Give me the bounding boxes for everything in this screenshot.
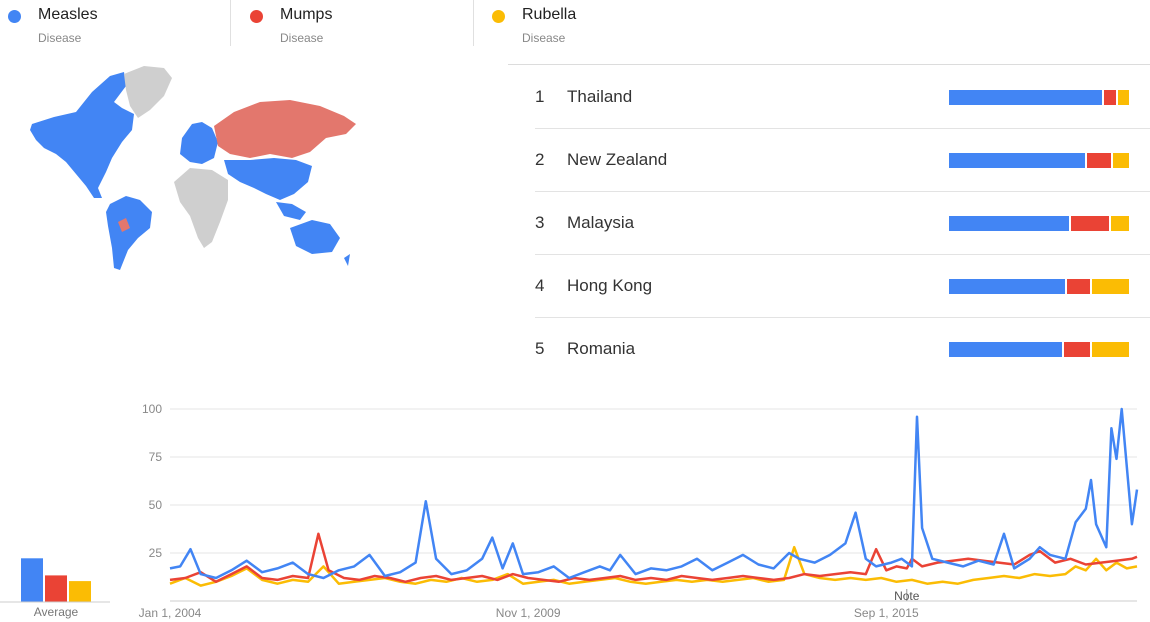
x-tick-label: Sep 1, 2015 [854, 606, 919, 620]
legend-item-mumps[interactable]: Mumps Disease [231, 0, 473, 48]
world-map[interactable] [14, 62, 364, 277]
chart-grid [170, 408, 1137, 602]
region-name: New Zealand [567, 150, 668, 169]
map-region-africa[interactable] [174, 168, 228, 248]
y-tick-label: 100 [142, 402, 162, 416]
rank-number: 3 [535, 213, 545, 232]
x-tick-label: Nov 1, 2009 [496, 606, 561, 620]
region-name: Malaysia [567, 213, 635, 232]
map-region-europe[interactable] [180, 122, 218, 164]
share-segment-measles [949, 279, 1066, 294]
search-terms-legend: Measles Disease Mumps Disease Rubella Di… [0, 0, 710, 48]
share-segment-rubella [1116, 90, 1129, 105]
region-ranking-list: 1 Thailand 2 New Zealand 3 Malaysia 4 Ho… [508, 64, 1150, 380]
legend-term-name: Mumps [280, 6, 333, 23]
ranking-row[interactable]: 1 Thailand [535, 65, 1150, 129]
average-bar-rubella [69, 581, 91, 602]
legend-term-category: Disease [522, 31, 566, 45]
share-segment-rubella [1090, 342, 1129, 357]
share-segment-mumps [1102, 90, 1117, 105]
rank-number: 2 [535, 150, 545, 169]
map-region-south-america-mumps[interactable] [118, 218, 130, 232]
region-share-bar [949, 216, 1129, 231]
ranking-row[interactable]: 4 Hong Kong [535, 254, 1150, 318]
y-tick-label: 50 [149, 498, 163, 512]
map-region-australia[interactable] [290, 220, 340, 254]
note-marker-label: Note [894, 589, 920, 603]
map-region-asia[interactable] [224, 158, 312, 200]
mumps-color-dot [250, 10, 263, 23]
series-line-rubella [169, 545, 1138, 587]
measles-color-dot [8, 10, 21, 23]
share-segment-mumps [1061, 342, 1091, 357]
series-line-measles [169, 407, 1139, 580]
share-segment-mumps [1068, 216, 1110, 231]
ranking-top-divider [508, 64, 1150, 65]
map-region-north-america[interactable] [30, 72, 134, 198]
rubella-color-dot [492, 10, 505, 23]
rank-number: 5 [535, 339, 545, 358]
rank-number: 4 [535, 276, 545, 295]
share-segment-rubella [1090, 279, 1129, 294]
legend-term-category: Disease [280, 31, 324, 45]
legend-divider [230, 0, 231, 46]
share-segment-rubella [1109, 216, 1129, 231]
map-region-south-america[interactable] [106, 196, 152, 270]
ranking-row[interactable]: 2 New Zealand [535, 128, 1150, 192]
average-bar-mumps [45, 575, 67, 602]
legend-term-category: Disease [38, 31, 82, 45]
share-segment-measles [949, 342, 1062, 357]
average-bar-chart: Average [0, 558, 110, 619]
share-segment-rubella [1111, 153, 1129, 168]
ranking-row[interactable]: 5 Romania [535, 317, 1150, 380]
legend-term-name: Rubella [522, 6, 577, 23]
chart-axis-labels: 100 75 50 25 Jan 1, 2004 Nov 1, 2009 Sep 1, 20… [139, 402, 920, 620]
region-name: Romania [567, 339, 636, 358]
map-region-new-zealand[interactable] [344, 254, 350, 266]
y-tick-label: 25 [149, 546, 163, 560]
x-tick-label: Jan 1, 2004 [139, 606, 202, 620]
map-region-russia[interactable] [214, 100, 356, 158]
region-name: Thailand [567, 87, 633, 106]
legend-term-name: Measles [38, 6, 98, 23]
average-label: Average [34, 605, 79, 619]
rank-number: 1 [535, 87, 545, 106]
interest-over-time-chart: 100 75 50 25 Jan 1, 2004 Nov 1, 2009 Sep 1, 20… [139, 402, 1139, 620]
legend-item-measles[interactable]: Measles Disease [0, 0, 230, 48]
legend-item-rubella[interactable]: Rubella Disease [474, 0, 710, 48]
share-segment-measles [949, 90, 1103, 105]
region-share-bar [949, 342, 1129, 357]
share-segment-mumps [1065, 279, 1091, 294]
y-tick-label: 75 [149, 450, 163, 464]
ranking-row[interactable]: 3 Malaysia [535, 191, 1150, 255]
map-region-greenland[interactable] [124, 66, 172, 118]
map-region-southeast-asia[interactable] [276, 202, 306, 220]
chart-series [169, 407, 1139, 587]
region-name: Hong Kong [567, 276, 653, 295]
legend-divider [473, 0, 474, 46]
average-bar-measles [21, 558, 43, 602]
share-segment-measles [949, 153, 1085, 168]
share-segment-mumps [1084, 153, 1112, 168]
region-share-bar [949, 153, 1129, 168]
share-segment-measles [949, 216, 1069, 231]
region-share-bar [949, 90, 1129, 105]
region-share-bar [949, 279, 1129, 294]
